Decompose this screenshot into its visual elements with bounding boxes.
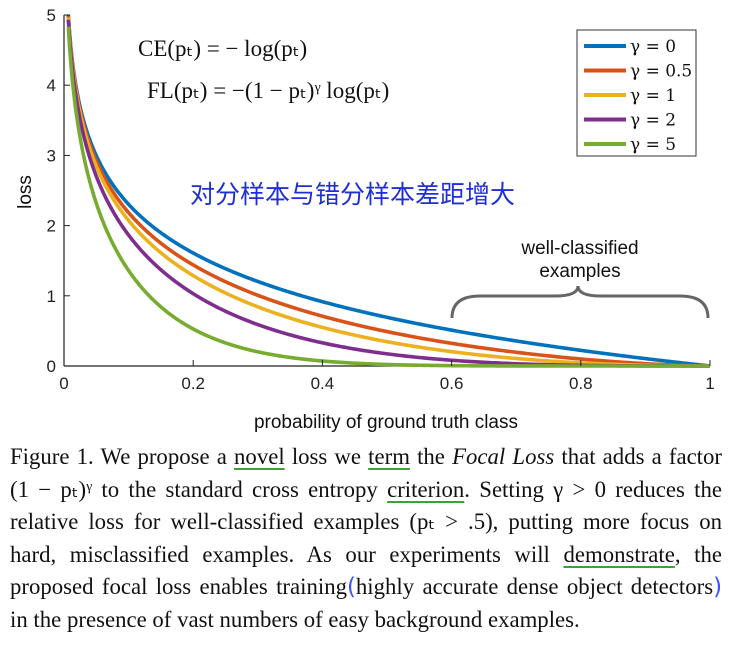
brace-label-line1: well-classified [520,238,638,259]
y-tick-label: 5 [47,6,56,25]
x-tick-label: 0 [59,374,68,393]
legend-entry: γ = 0.5 [630,62,692,82]
legend-entry: γ = 1 [630,86,676,106]
caption-text: , the proposed focal loss enables traini… [10,541,723,600]
brace-label-line2: examples [539,261,620,282]
series-line [66,16,710,368]
x-tick-label: 0.8 [569,374,593,393]
x-tick-label: 0.4 [311,374,335,393]
focal-loss-term: Focal Loss [452,444,555,469]
series-line [66,15,711,368]
caption-text: We propose a [100,444,227,469]
y-tick-label: 3 [47,146,56,165]
caption-label: Figure 1. [10,444,94,469]
y-tick-label: 1 [47,287,56,306]
legend-entry: γ = 0 [630,37,676,57]
chart-legend: γ = 0 γ = 0.5 γ = 1 γ = 2 γ = 5 [576,29,697,157]
caption-text: the [417,444,445,469]
chart-ticks: 0 0.2 0.4 0.6 0.8 1 0 1 2 3 4 5 [47,6,715,393]
x-tick-label: 0.2 [181,374,205,393]
well-classified-brace [450,285,710,319]
y-tick-label: 4 [47,76,56,95]
caption-text: that adds a factor (1 − pₜ)ᵞ to the stan… [10,444,723,502]
x-tick-label: 0.6 [440,374,464,393]
x-axis-label: probability of ground truth class [254,412,518,433]
focal-loss-chart: 0 0.2 0.4 0.6 0.8 1 0 1 2 3 4 5 probability of grou… [15,6,715,433]
underlined-word-demonstrate: demonstrate [563,541,675,567]
legend-entry: γ = 5 [630,135,676,155]
bracketed-phrase: highly accurate dense object detectors [355,574,714,600]
caption-text: in the presence of vast numbers of easy … [10,606,580,632]
figure-caption: Figure 1. We propose a novel loss we ter… [10,441,722,637]
underlined-word-novel: novel [234,444,285,469]
underlined-word-term: term [368,444,410,469]
legend-entry: γ = 2 [630,111,676,131]
blue-paren-open: ( [347,574,356,601]
y-tick-label: 0 [47,357,56,376]
caption-text: . Setting γ > 0 reduces the relative los… [10,476,722,567]
formula-fl: FL(pₜ) = −(1 − pₜ)ᵞ log(pₜ) [147,78,389,103]
caption-text: loss we [291,444,362,469]
chinese-annotation: 对分样本与错分样本差距增大 [190,180,515,209]
chart-curves [66,13,711,368]
series-line [66,25,710,368]
blue-paren-close: ) [713,574,722,601]
y-axis-label: loss [15,175,36,209]
underlined-word-criterion: criterion [387,476,465,502]
y-tick-label: 2 [47,217,56,236]
x-tick-label: 1 [705,374,714,393]
series-line [66,13,711,368]
formula-ce: CE(pₜ) = − log(pₜ) [138,36,307,61]
